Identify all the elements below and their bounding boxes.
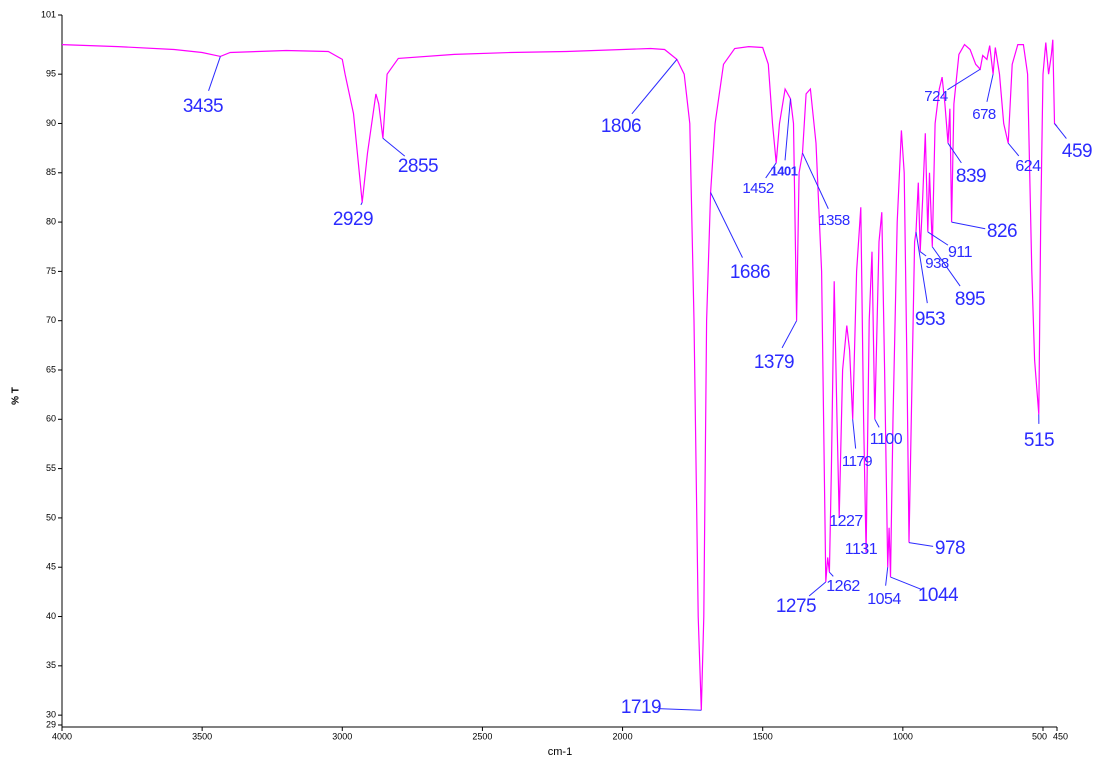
peak-leader <box>874 419 880 428</box>
peak-label: 839 <box>956 166 986 187</box>
y-tick-label: 40 <box>46 611 56 621</box>
peak-label: 826 <box>987 221 1017 242</box>
y-tick-label: 60 <box>46 414 56 424</box>
peak-label: 1719 <box>621 697 661 718</box>
peak-label: 895 <box>955 289 985 310</box>
x-tick-label: 1000 <box>893 731 913 741</box>
peak-leader <box>765 162 777 179</box>
peak-label: 3435 <box>183 96 223 117</box>
peak-label: 1401 <box>771 163 798 178</box>
y-tick-label: 101 <box>41 9 56 19</box>
peak-label: 459 <box>1062 141 1092 162</box>
peak-leader <box>1007 142 1020 157</box>
peak-leader <box>890 576 923 591</box>
y-tick-label: 95 <box>46 69 56 79</box>
y-tick-label: 45 <box>46 562 56 572</box>
y-tick-label: 90 <box>46 118 56 128</box>
peak-leader <box>781 320 798 349</box>
peak-leader <box>885 567 889 586</box>
peak-label: 1054 <box>867 591 901 608</box>
y-tick-label: 70 <box>46 315 56 325</box>
peak-label: 1358 <box>818 212 850 229</box>
peak-leader <box>947 142 962 164</box>
x-tick-label: 1500 <box>753 731 773 741</box>
y-tick-label: 80 <box>46 216 56 226</box>
y-tick-label: 55 <box>46 463 56 473</box>
peak-leader <box>951 221 986 230</box>
peak-label: 1044 <box>918 585 959 606</box>
y-axis-label: % T <box>11 387 22 405</box>
peak-label: 1686 <box>730 262 770 283</box>
peak-label: 1227 <box>829 513 863 530</box>
peak-label: 1806 <box>601 116 641 137</box>
peak-leader <box>802 152 829 209</box>
y-tick-label: 65 <box>46 364 56 374</box>
peak-label: 1179 <box>842 453 872 470</box>
peak-label: 1131 <box>845 541 878 558</box>
peak-leader <box>919 251 927 257</box>
x-tick-label: 4000 <box>52 731 72 741</box>
x-tick-label: 2000 <box>613 731 633 741</box>
peak-leader <box>931 246 961 287</box>
peak-leader <box>908 542 934 547</box>
spectrum-line <box>61 39 1058 711</box>
peak-leader <box>986 74 994 102</box>
peak-leader <box>208 56 221 91</box>
peak-leader <box>915 231 928 304</box>
peak-label: 2855 <box>398 156 438 177</box>
peak-label: 1100 <box>870 431 903 448</box>
x-tick-label: 500 <box>1032 731 1047 741</box>
peak-label: 1262 <box>826 578 860 595</box>
peak-label: 938 <box>925 255 949 272</box>
peak-leader <box>360 202 363 206</box>
peak-leader <box>382 137 406 157</box>
peak-leader <box>947 68 981 91</box>
x-tick-label: 2500 <box>472 731 492 741</box>
peak-label: 1275 <box>776 596 816 617</box>
y-tick-label: 35 <box>46 660 56 670</box>
peak-label: 953 <box>915 309 945 330</box>
x-axis-label: cm-1 <box>548 746 572 758</box>
peak-label: 978 <box>935 538 965 559</box>
peak-leader <box>784 98 791 161</box>
peak-leader <box>927 231 949 246</box>
y-tick-label: 30 <box>46 710 56 720</box>
peak-label: 678 <box>972 106 996 123</box>
peak-leader <box>658 708 702 711</box>
y-tick-label: 75 <box>46 266 56 276</box>
peak-label: 624 <box>1015 158 1041 175</box>
peak-label: 1452 <box>742 180 774 197</box>
peak-leader <box>852 419 857 449</box>
x-tick-label: 3000 <box>332 731 352 741</box>
peak-leader <box>829 571 834 577</box>
peak-leader <box>1054 123 1067 139</box>
peak-leader <box>631 59 678 115</box>
peak-label: 911 <box>948 244 973 261</box>
peak-label: 515 <box>1024 430 1054 451</box>
y-tick-label: 50 <box>46 512 56 522</box>
peak-label: 724 <box>924 88 948 105</box>
x-tick-label: 450 <box>1053 731 1068 741</box>
peak-leader <box>710 192 743 258</box>
x-tick-label: 3500 <box>192 731 212 741</box>
peak-label: 2929 <box>333 209 373 230</box>
y-tick-label: 85 <box>46 167 56 177</box>
y-tick-label: 29 <box>46 719 56 729</box>
peak-leader <box>808 581 827 597</box>
peak-label: 1379 <box>754 352 794 373</box>
